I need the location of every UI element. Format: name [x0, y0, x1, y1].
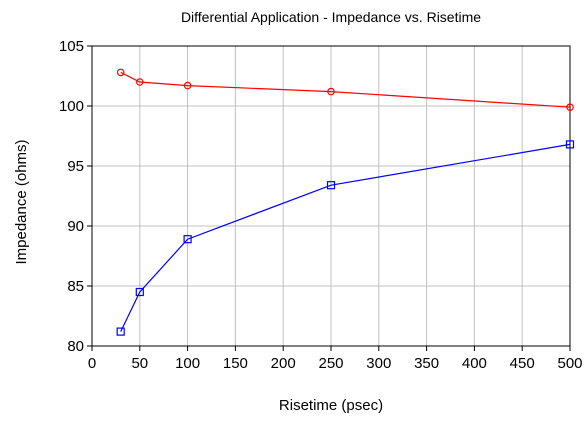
x-tick-label: 500	[557, 355, 582, 372]
series-line	[120, 143, 571, 332]
data-point	[326, 181, 336, 190]
x-tick-label: 150	[223, 355, 248, 372]
data-point	[183, 81, 192, 90]
x-tick-label: 300	[366, 355, 391, 372]
y-tick-label: 100	[59, 98, 84, 115]
x-tick-label: 0	[88, 355, 96, 372]
data-point	[135, 287, 144, 297]
y-tick-label: 105	[59, 38, 84, 55]
chart-title: Differential Application - Impedance vs.…	[181, 9, 481, 25]
x-tick-label: 250	[318, 355, 343, 372]
x-tick-label: 400	[462, 355, 487, 372]
data-point	[183, 235, 192, 244]
data-point	[327, 87, 335, 96]
data-point	[136, 78, 144, 86]
series-1	[116, 68, 574, 112]
y-tick-label: 95	[67, 158, 84, 175]
x-axis-label: Risetime (psec)	[279, 397, 383, 414]
data-point	[116, 68, 125, 77]
x-tick-label: 200	[271, 355, 296, 372]
data-point	[116, 327, 125, 336]
y-axis-label: Impedance (ohms)	[13, 139, 30, 264]
x-tick-label: 50	[131, 355, 148, 372]
axis-ticks: 0 50 100 150 200 250 300 350 400 450 500 80 85 90 95 10…	[59, 38, 583, 372]
x-tick-label: 450	[510, 355, 535, 372]
series-layer	[116, 68, 575, 336]
data-point	[566, 103, 574, 112]
y-tick-label: 90	[67, 218, 84, 235]
data-point	[565, 140, 575, 149]
y-tick-label: 80	[67, 338, 84, 355]
x-tick-label: 100	[175, 355, 200, 372]
series-line	[120, 71, 571, 108]
x-tick-label: 350	[414, 355, 439, 372]
series-2	[116, 140, 575, 336]
y-tick-label: 85	[67, 278, 84, 295]
